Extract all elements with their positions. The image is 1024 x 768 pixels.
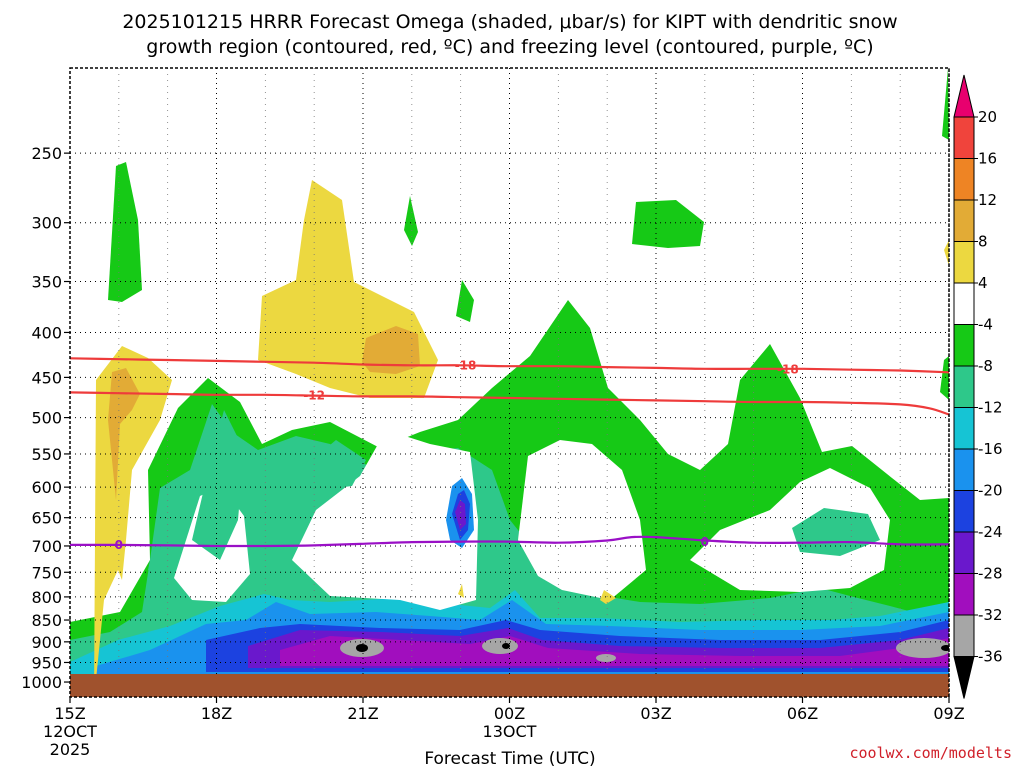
x-tick-label-06Z: 06Z [787,704,818,723]
omega-extreme-core-0 [356,644,368,652]
colorbar-swatch-10 [953,531,975,574]
x-tick-label-03Z: 03Z [640,704,671,723]
contour-label-minus18-0: -18 [455,358,477,372]
y-tick-label-800: 800 [31,588,62,607]
x-tick-sublabel-2025: 2025 [50,740,91,759]
omega-ascent-core-1 [108,368,140,500]
colorbar-swatch-4 [953,282,975,325]
colorbar-swatch-9 [953,490,975,533]
colorbar-label--16: -16 [978,440,1003,458]
colorbar-label-12: 12 [978,191,997,209]
colorbar-label--8: -8 [978,357,993,375]
colorbar-swatch-5 [953,324,975,367]
colorbar-label--4: -4 [978,316,993,334]
x-tick-sublabel-13OCT: 13OCT [483,722,537,741]
x-tick-sublabel-12OCT: 12OCT [43,722,97,741]
y-tick-label-950: 950 [31,653,62,672]
y-tick-label-500: 500 [31,409,62,428]
contour-label-freezing-1: 0 [701,535,709,549]
colorbar: 20 16 12 8 4 -4 -8 -12 -16 -20 -24 -28 -32 -36 [953,74,1003,699]
colorbar-label--12: -12 [978,399,1003,417]
omega-strong-core-2 [596,654,616,662]
colorbar-label--28: -28 [978,565,1003,583]
omega-core-inner [455,500,466,530]
y-tick-label-550: 550 [31,445,62,464]
omega-weak-region-2 [372,476,424,584]
colorbar-label--24: -24 [978,523,1003,541]
y-tick-label-250: 250 [31,144,62,163]
omega-green-blob-2 [456,280,474,322]
y-tick-label-600: 600 [31,478,62,497]
omega-teal-blob-3 [792,508,880,556]
omega-teal-blob-1 [300,440,366,490]
y-tick-label-1000: 1000 [21,673,62,692]
colorbar-label-16: 16 [978,150,997,168]
colorbar-label--32: -32 [978,606,1003,624]
omega-band-6 [280,636,949,666]
omega-ascent-2 [600,590,616,604]
colorbar-label-8: 8 [978,233,988,251]
x-tick-label-21Z: 21Z [347,704,378,723]
colorbar-under-triangle [953,656,975,699]
y-tick-label-300: 300 [31,214,62,233]
colorbar-label-20: 20 [978,108,997,126]
omega-shading [70,68,949,697]
omega-strong-core-3 [896,638,949,658]
omega-green-blob-4 [942,68,949,140]
contour-label-freezing-0: 0 [115,538,123,552]
omega-green-blob-3 [632,200,704,248]
x-axis-label: Forecast Time (UTC) [424,749,595,768]
x-tick-label-15Z: 15Z [54,704,85,723]
contour-label-minus18-1: -18 [777,363,799,377]
omega-extreme-core-2 [941,645,949,651]
omega-ascent-core-0 [362,326,420,374]
chart-title-line1: 2025101215 HRRR Forecast Omega (shaded, … [122,11,897,33]
y-tick-label-350: 350 [31,273,62,292]
colorbar-label-4: 4 [978,274,988,292]
colorbar-swatch-11 [953,573,975,616]
y-tick-label-850: 850 [31,611,62,630]
colorbar-swatch-6 [953,365,975,408]
contour-freezing [70,535,949,548]
credit-link[interactable]: coolwx.com/modelts [849,744,1012,762]
temperature-contours: -18 -18 -12 0 0 [70,357,949,552]
y-tick-label-650: 650 [31,509,62,528]
x-tick-label-09Z: 09Z [933,704,964,723]
omega-strong-core-1 [482,638,518,654]
x-tick-label-00Z: 00Z [494,704,525,723]
omega-extreme-core-1 [502,643,510,649]
colorbar-swatch-12 [953,614,975,657]
y-tick-label-700: 700 [31,537,62,556]
y-axis: 250 300 350 400 450 500 550 600 650 700 750 800 850 9… [21,144,70,692]
omega-teal-blob-0 [192,410,244,560]
colorbar-label--20: -20 [978,482,1003,500]
omega-weak-region-4 [690,468,890,592]
omega-ascent-4 [944,240,949,266]
contour-minus18 [70,357,949,374]
contour-label-minus12-0: -12 [303,389,325,403]
colorbar-label--36: -36 [978,648,1003,666]
omega-green-blob-5 [940,356,949,400]
colorbar-swatch-8 [953,448,975,491]
omega-green-blob-1 [404,196,418,246]
ground-bar [70,674,949,697]
colorbar-swatch-1 [953,158,975,201]
y-tick-label-400: 400 [31,323,62,342]
chart-title-line2: growth region (contoured, red, ºC) and f… [146,36,873,58]
y-tick-label-900: 900 [31,633,62,652]
colorbar-swatch-3 [953,241,975,284]
colorbar-swatch-2 [953,199,975,242]
y-tick-label-450: 450 [31,368,62,387]
omega-weak-region-3 [518,440,646,600]
contour-minus12 [70,391,949,416]
colorbar-swatch-0 [953,116,975,159]
colorbar-swatch-7 [953,407,975,450]
colorbar-over-triangle [953,74,975,118]
x-tick-label-18Z: 18Z [201,704,232,723]
omega-green-blob-0 [108,162,142,302]
y-tick-label-750: 750 [31,563,62,582]
